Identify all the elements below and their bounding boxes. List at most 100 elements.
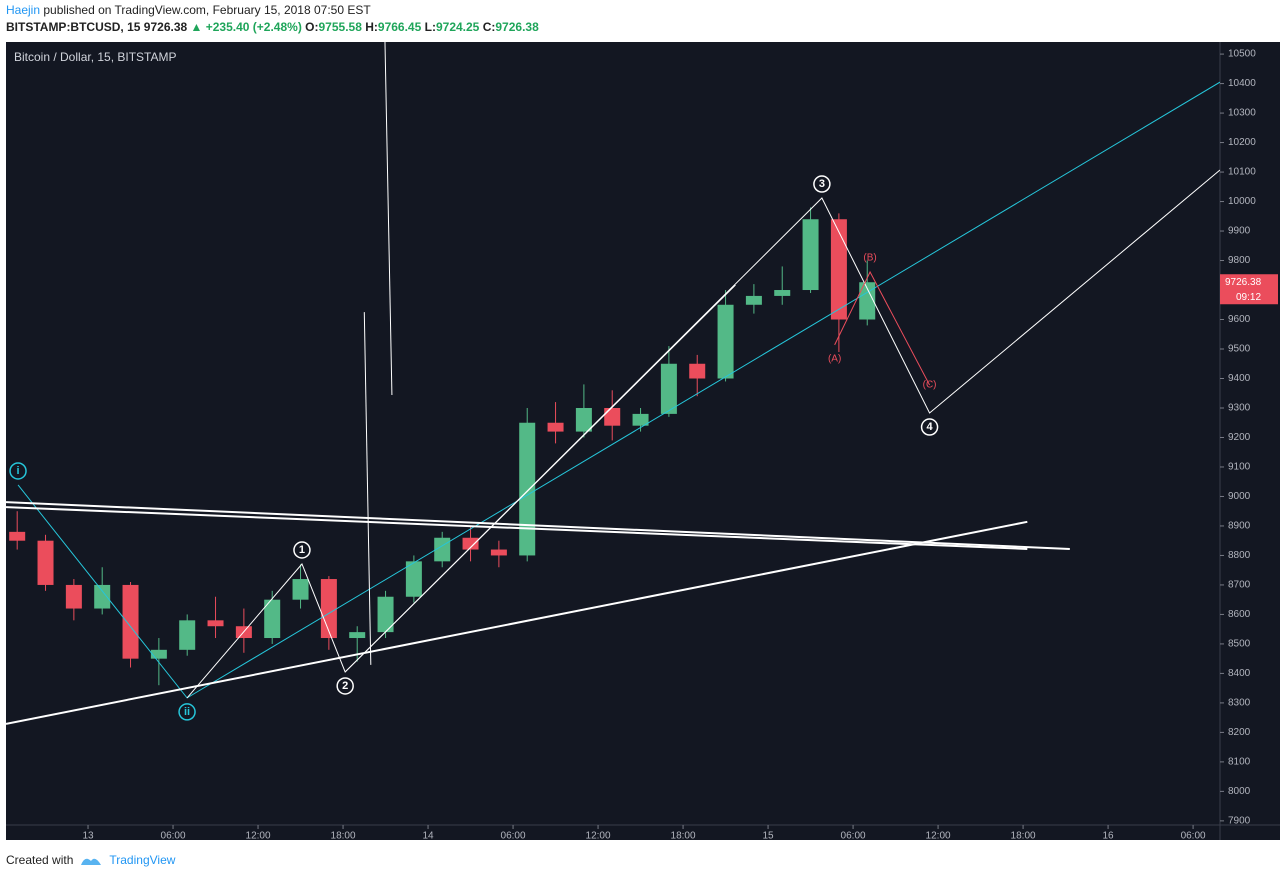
y-tick-label: 8000	[1228, 786, 1251, 797]
x-tick-label: 15	[762, 831, 774, 840]
candle-body	[830, 219, 847, 320]
y-tick-label: 9500	[1228, 344, 1251, 355]
candle-body	[859, 282, 876, 320]
y-tick-label: 8500	[1228, 639, 1251, 650]
candle-body	[9, 531, 26, 541]
l-label: L:	[424, 20, 436, 34]
last-price-label: 9726.38	[1225, 277, 1262, 288]
y-tick-label: 8300	[1228, 698, 1251, 709]
x-tick-label: 18:00	[671, 831, 696, 840]
y-tick-label: 8700	[1228, 580, 1251, 591]
candle-body	[745, 295, 762, 305]
x-tick-label: 16	[1103, 831, 1115, 840]
x-tick-label: 06:00	[161, 831, 186, 840]
y-tick-label: 8900	[1228, 521, 1251, 532]
wave-label: 3	[819, 178, 825, 190]
l: 9724.25	[435, 20, 480, 34]
last: 9726.38	[143, 20, 188, 34]
y-tick-label: 7900	[1228, 816, 1251, 827]
y-tick-label: 8100	[1228, 757, 1251, 768]
drawing-line	[344, 284, 736, 673]
published: published on TradingView.com, February 1…	[43, 3, 371, 17]
candle-body	[150, 649, 167, 659]
wave-circle	[920, 418, 939, 436]
x-tick-label: 06:00	[841, 831, 866, 840]
y-tick-label: 10400	[1228, 78, 1256, 89]
candle-body	[519, 422, 536, 556]
y-tick-label: 9100	[1228, 462, 1251, 473]
y-tick-label: 9200	[1228, 432, 1251, 443]
wave-label: 1	[299, 544, 305, 556]
y-tick-label: 9900	[1228, 226, 1251, 237]
x-tick-label: 18:00	[1011, 831, 1036, 840]
candle-body	[264, 599, 281, 639]
candle-body	[632, 413, 649, 426]
drawing-line	[384, 42, 393, 396]
candle-body	[377, 596, 394, 633]
y-tick-label: 10000	[1228, 196, 1256, 207]
x-tick-label: 12:00	[926, 831, 951, 840]
chart-bg	[6, 42, 1280, 840]
drawing-line	[6, 520, 1028, 725]
author[interactable]: Haejin	[6, 3, 41, 17]
brand[interactable]: TradingView	[109, 853, 176, 867]
o: 9755.58	[318, 20, 362, 34]
y-tick-label: 8400	[1228, 668, 1251, 679]
x-tick-label: 13	[82, 831, 94, 840]
candle-body	[207, 620, 224, 627]
chart: Bitcoin / Dollar, 15, BITSTAMP iii1234(A…	[6, 42, 1280, 840]
y-tick-label: 9600	[1228, 314, 1251, 325]
candle-body	[547, 422, 564, 432]
candle-body	[490, 549, 507, 556]
change: ▲ +235.40 (+2.48%)	[190, 20, 302, 34]
wave-circle	[9, 462, 27, 480]
candle-body	[94, 584, 111, 609]
logo	[81, 858, 102, 865]
wave-label: 4	[927, 421, 934, 433]
x-tick-label: 14	[422, 831, 434, 840]
h: 9766.45	[377, 20, 422, 34]
candle-body	[37, 540, 54, 585]
wave-circle	[813, 175, 831, 193]
wave-label: 2	[342, 680, 348, 692]
y-tick-label: 9000	[1228, 491, 1251, 502]
o-label: O:	[305, 20, 319, 34]
created: Created with	[6, 853, 74, 867]
wave-label: (B)	[863, 253, 876, 264]
c-label: C:	[482, 20, 496, 34]
x-tick-label: 18:00	[331, 831, 356, 840]
y-tick-label: 9800	[1228, 255, 1251, 266]
candle-body	[774, 290, 791, 296]
y-tick-label: 10500	[1228, 49, 1256, 60]
quote-line: BITSTAMP:BTCUSD, 15 9726.38 ▲ +235.40 (+…	[6, 20, 539, 34]
c: 9726.38	[495, 20, 539, 34]
x-tick-label: 06:00	[501, 831, 526, 840]
wave-circle	[178, 703, 196, 721]
candle-body	[122, 584, 139, 659]
y-tick-label: 10100	[1228, 167, 1256, 178]
h-label: H:	[365, 20, 378, 34]
countdown: 09:12	[1236, 292, 1261, 303]
candle-body	[405, 561, 422, 597]
candle-body	[660, 363, 677, 414]
wave-label: ii	[184, 706, 190, 718]
y-tick-label: 8800	[1228, 550, 1251, 561]
drawing-line	[363, 312, 372, 665]
symbol: BITSTAMP:BTCUSD, 15	[6, 20, 141, 34]
y-tick-label: 9400	[1228, 373, 1251, 384]
y-tick-label: 10200	[1228, 137, 1256, 148]
y-tick-label: 9300	[1228, 403, 1251, 414]
wave-circle	[293, 541, 311, 559]
wave-label: (C)	[923, 380, 937, 391]
y-tick-label: 10300	[1228, 108, 1256, 119]
candle-body	[462, 537, 479, 550]
candle-body	[575, 407, 592, 432]
wave-label: i	[17, 465, 20, 477]
y-tick-label: 8200	[1228, 727, 1251, 738]
chart-title: Bitcoin / Dollar, 15, BITSTAMP	[14, 50, 177, 64]
drawing-line	[834, 270, 931, 386]
drawing-line	[6, 506, 1028, 550]
candle-body	[689, 363, 706, 379]
